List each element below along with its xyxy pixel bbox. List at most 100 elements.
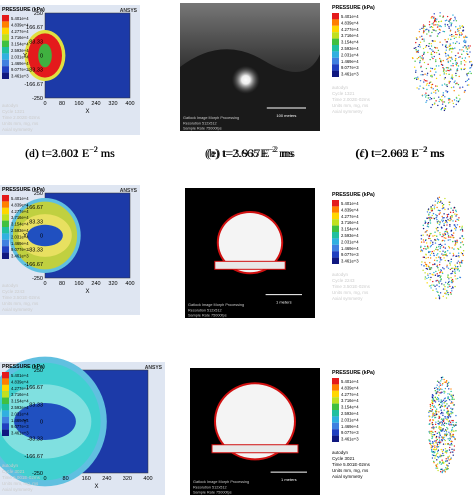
info-line: Cycle 3021	[2, 469, 25, 474]
particle	[429, 70, 432, 72]
particle	[431, 421, 434, 424]
particle	[468, 84, 470, 86]
particle	[442, 462, 445, 465]
particle	[454, 31, 457, 33]
info-line: Resolution 512x512	[193, 485, 227, 489]
particle	[432, 280, 434, 283]
caption-unit: ms	[431, 146, 445, 160]
particle	[422, 234, 424, 236]
particle	[436, 279, 438, 282]
particle	[436, 432, 438, 435]
particle	[424, 272, 426, 274]
particle	[422, 227, 425, 230]
particle	[438, 280, 440, 282]
particle	[446, 84, 448, 86]
particle	[450, 25, 452, 27]
particle	[433, 74, 436, 76]
particle	[446, 58, 448, 61]
particle	[439, 209, 441, 212]
particle	[444, 471, 447, 473]
x-tick-label: 0	[43, 101, 46, 107]
particle	[430, 266, 432, 269]
particle	[455, 227, 457, 229]
x-tick-label: 160	[74, 281, 83, 287]
particle	[431, 430, 433, 433]
legend-swatch	[332, 225, 339, 232]
particle	[458, 217, 460, 219]
particle	[425, 84, 428, 86]
caption-unit: ms	[430, 146, 444, 160]
particle	[441, 64, 444, 66]
particle	[440, 421, 443, 423]
particle	[442, 59, 444, 62]
particle	[447, 291, 449, 294]
legend-title: PRESSURE (kPa)	[2, 7, 45, 13]
particle	[439, 461, 442, 463]
particle	[422, 53, 425, 55]
particle	[448, 459, 450, 461]
particle	[463, 40, 465, 42]
legend-swatch	[2, 15, 9, 22]
particle	[439, 247, 441, 250]
legend-swatch	[2, 246, 9, 253]
particle	[417, 78, 419, 80]
info-line: Cycle 3021	[332, 456, 355, 461]
legend-value: 3.461e+3	[341, 72, 359, 77]
particle	[440, 412, 442, 415]
particle	[452, 421, 454, 424]
particle	[456, 255, 458, 257]
particle	[432, 50, 434, 52]
particle	[436, 26, 439, 28]
particle	[428, 23, 431, 26]
particle	[436, 380, 439, 382]
info-line: autodyn	[332, 450, 349, 455]
particle	[462, 254, 465, 257]
particle	[443, 240, 446, 242]
particle	[422, 269, 424, 272]
particle	[443, 224, 445, 227]
particle	[447, 46, 449, 49]
legend-value: 3.154e+4	[11, 399, 29, 404]
particle	[445, 19, 448, 21]
particle	[424, 220, 426, 222]
particle	[440, 411, 443, 414]
particle	[450, 258, 453, 260]
particle	[448, 446, 451, 449]
particle	[450, 260, 452, 263]
particle	[446, 41, 449, 43]
particle	[438, 441, 441, 443]
legend-value: 2.031e+4	[341, 52, 359, 57]
particle	[463, 59, 466, 62]
particle	[443, 107, 446, 110]
particle	[448, 201, 450, 203]
particle	[429, 237, 431, 240]
particle	[425, 92, 427, 94]
legend-swatch	[2, 207, 9, 215]
particle	[417, 50, 419, 53]
particle	[452, 424, 455, 426]
particle	[430, 53, 432, 55]
particle	[439, 442, 441, 445]
particle	[425, 231, 427, 233]
particle	[441, 103, 444, 105]
particle	[433, 426, 435, 429]
particle	[452, 280, 454, 282]
particle	[436, 467, 439, 469]
particle	[435, 246, 438, 249]
particle	[450, 394, 453, 396]
legend-value: 9.077e+3	[341, 65, 359, 70]
particle	[427, 63, 429, 66]
particle	[432, 204, 434, 207]
particle	[429, 211, 431, 214]
x-tick-label: 80	[63, 476, 69, 482]
particle	[454, 285, 456, 288]
particle	[465, 40, 467, 42]
particle	[452, 267, 454, 269]
y-tick-label: 0	[40, 54, 43, 60]
particle	[429, 257, 432, 259]
y-tick-label: -166.67	[24, 454, 43, 460]
particle	[443, 83, 446, 85]
x-tick-label: 320	[123, 476, 132, 482]
particle	[429, 96, 432, 99]
legend-swatch	[2, 429, 9, 436]
